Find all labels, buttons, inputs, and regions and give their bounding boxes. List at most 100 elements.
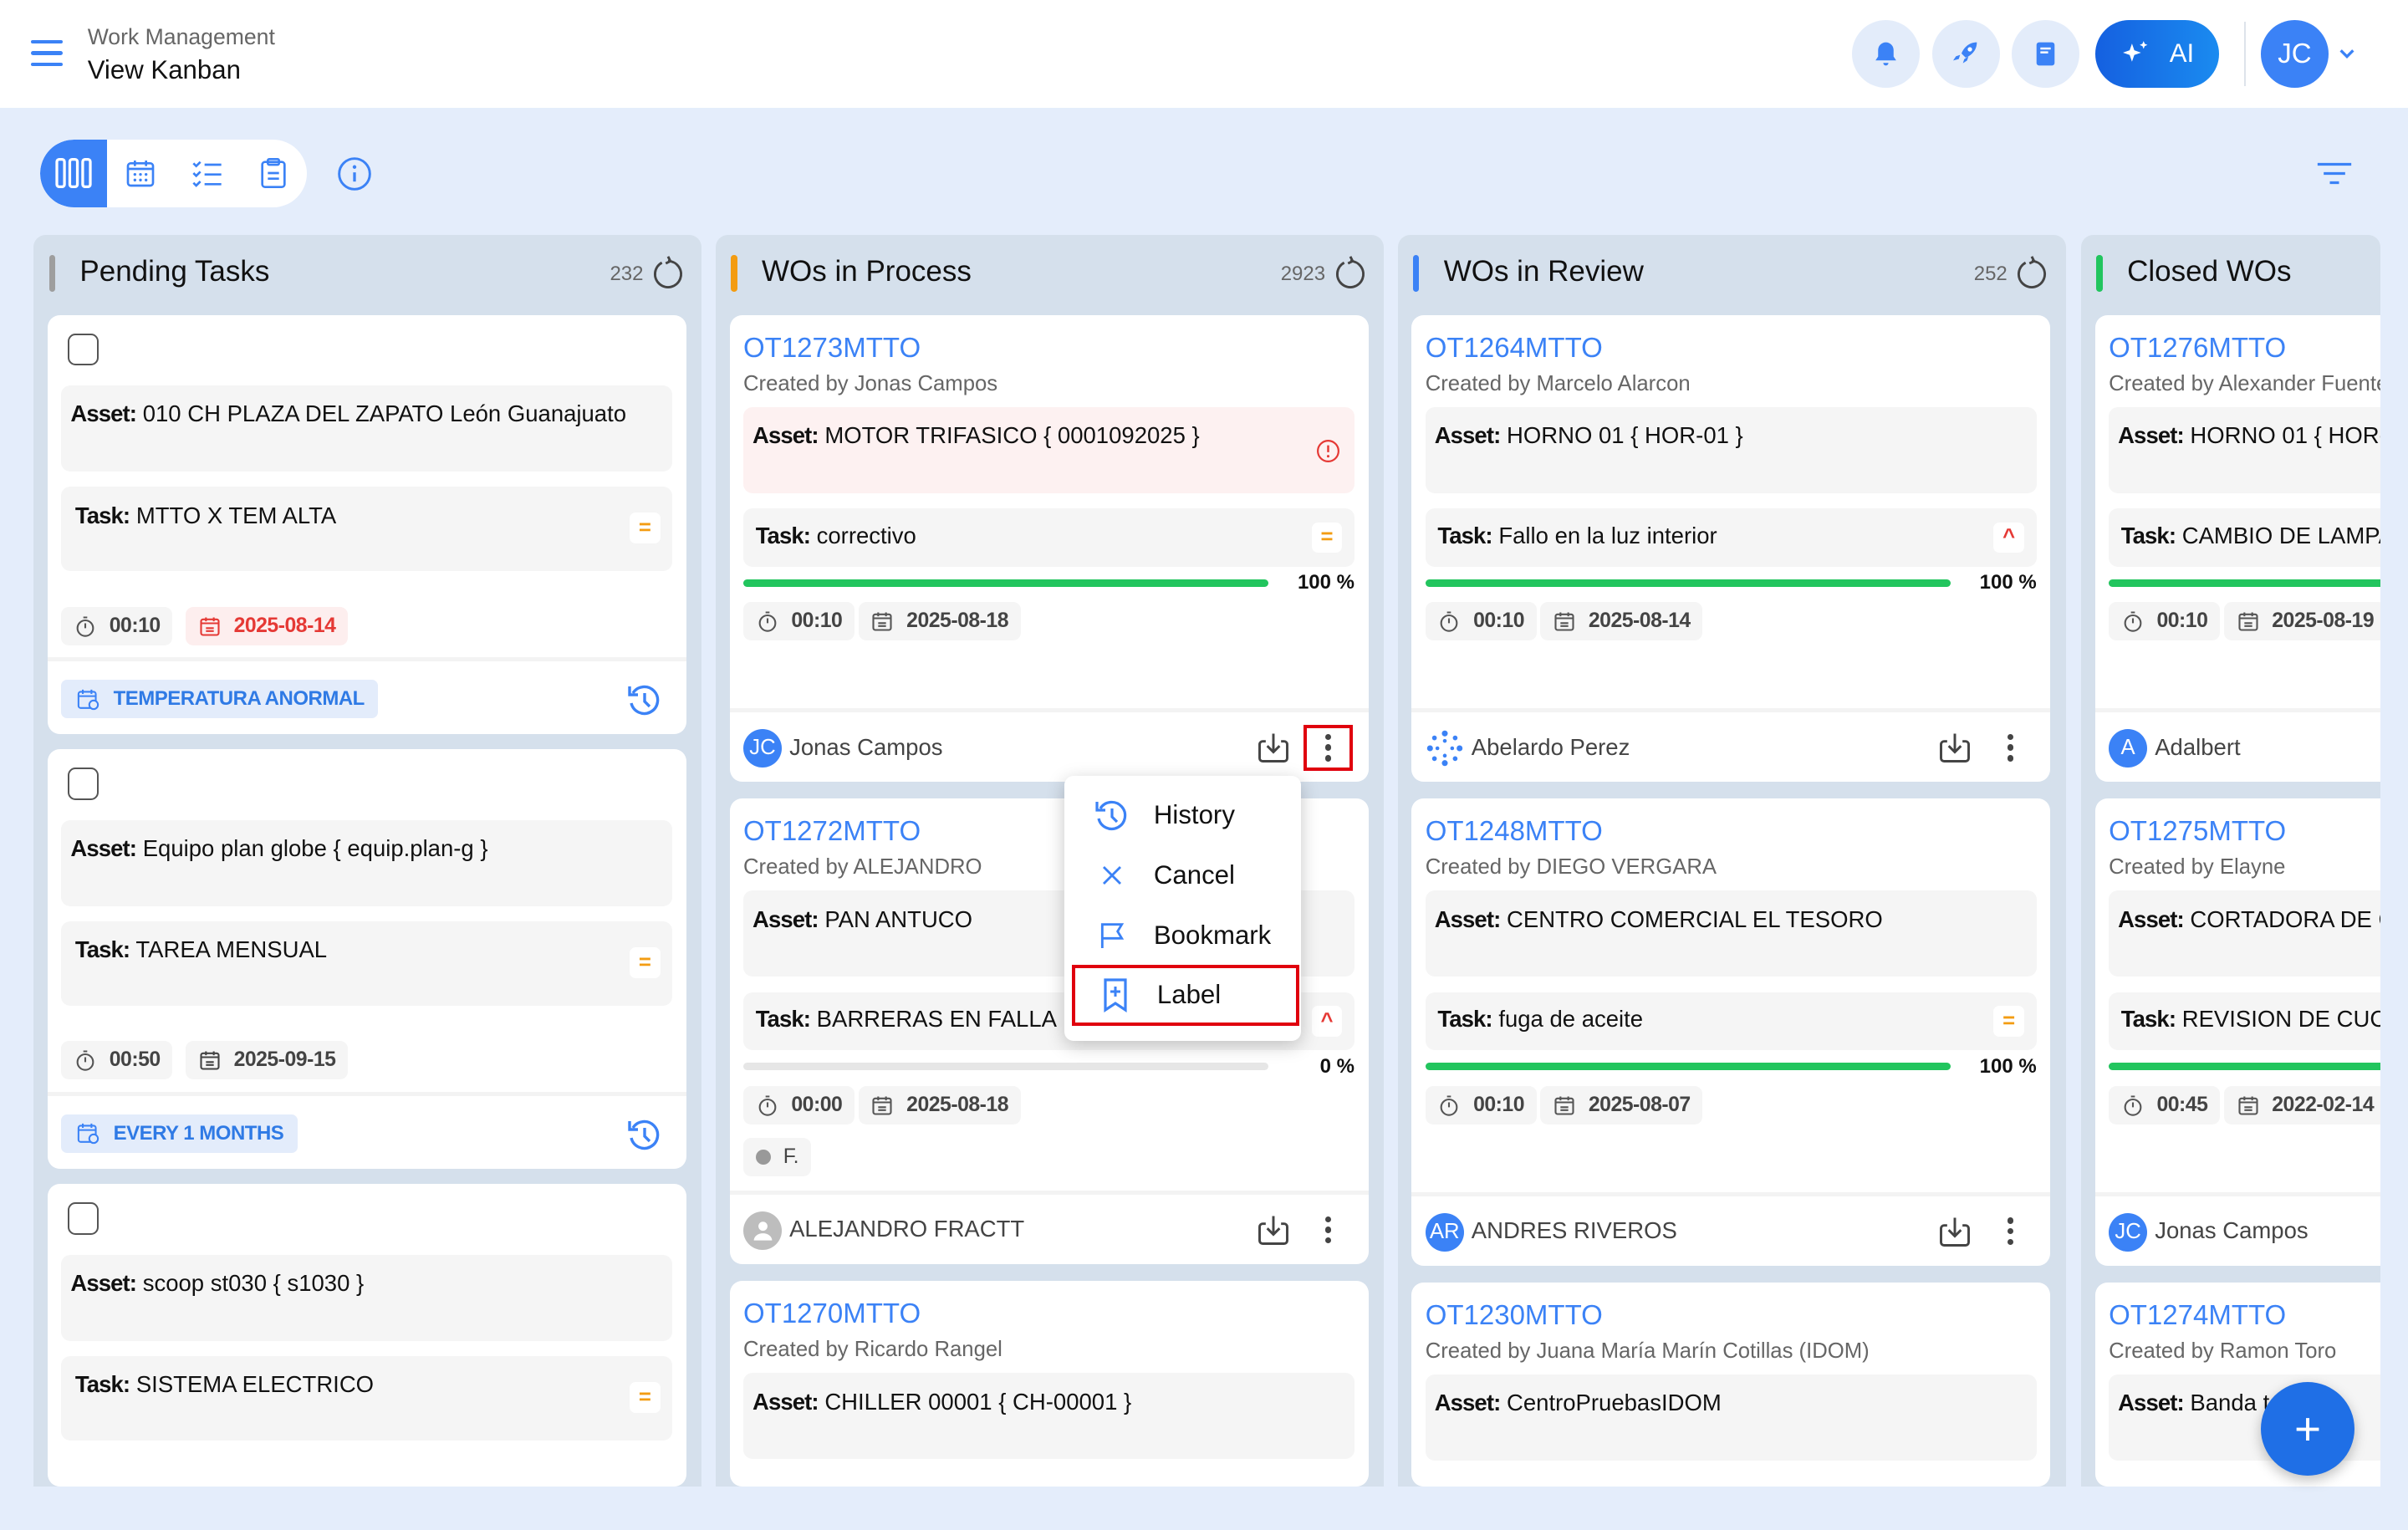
- work-order-card[interactable]: OT1275MTTO Created by Elayne Asset: CORT…: [2094, 798, 2381, 1266]
- work-order-card[interactable]: OT1270MTTO Created by Ricardo Rangel Ass…: [729, 1281, 1369, 1487]
- due-date-chip: 2025-08-19: [2223, 602, 2381, 640]
- more-options-icon[interactable]: [1986, 1208, 2035, 1254]
- calendar-view-button[interactable]: [107, 140, 174, 207]
- progress-bar: [1425, 579, 1951, 587]
- menu-icon[interactable]: [30, 39, 64, 68]
- work-order-card[interactable]: OT1273MTTO Created by Jonas Campos Asset…: [729, 314, 1369, 782]
- duration-chip: 00:00: [743, 1085, 855, 1125]
- asset-label: Asset:: [70, 835, 137, 862]
- history-icon[interactable]: [625, 1114, 665, 1155]
- work-order-id[interactable]: OT1230MTTO: [1425, 1298, 1603, 1330]
- select-checkbox[interactable]: [67, 768, 99, 800]
- task-box: Task: CAMBIO DE LAMPA: [2109, 508, 2381, 567]
- asset-box: Asset: MOTOR TRIFASICO { 0001092025 }: [743, 406, 1354, 493]
- label-chip[interactable]: EVERY 1 MONTHS: [61, 1114, 298, 1153]
- asset-box: Asset: CentroPruebasIDOM: [1425, 1374, 2037, 1461]
- download-icon[interactable]: [1936, 1213, 1973, 1250]
- task-label: Task:: [74, 502, 130, 528]
- close-icon: [1092, 859, 1132, 892]
- calendar-icon: [1554, 1096, 1574, 1115]
- user-avatar[interactable]: JC: [2261, 19, 2329, 88]
- work-order-id[interactable]: OT1275MTTO: [2109, 815, 2287, 847]
- work-order-id[interactable]: OT1273MTTO: [743, 331, 921, 363]
- refresh-icon[interactable]: [2013, 255, 2050, 292]
- card-footer: EVERY 1 MONTHS: [47, 1091, 686, 1169]
- refresh-icon[interactable]: [650, 255, 686, 292]
- asset-box: Asset: scoop st030 { s1030 }: [61, 1254, 673, 1341]
- select-checkbox[interactable]: [67, 1202, 99, 1235]
- asset-label: Asset:: [752, 905, 819, 932]
- due-date-chip: 2025-08-14: [186, 606, 349, 645]
- ai-label: AI: [2169, 38, 2195, 69]
- ai-button[interactable]: AI: [2094, 19, 2220, 88]
- asset-label: Asset:: [70, 400, 137, 427]
- status-chip: F.: [743, 1138, 811, 1177]
- add-button[interactable]: +: [2261, 1382, 2354, 1476]
- more-options-icon[interactable]: [1303, 724, 1354, 771]
- menu-item-label: Bookmark: [1153, 920, 1272, 950]
- filter-icon[interactable]: [2316, 160, 2353, 187]
- asset-value: Equipo plan globe { equip.plan-g }: [142, 835, 488, 862]
- calendar-icon: [872, 612, 893, 631]
- checklist-view-button[interactable]: [174, 140, 241, 207]
- work-order-card[interactable]: OT1230MTTO Created by Juana María Marín …: [1411, 1282, 2051, 1487]
- label-text: TEMPERATURA ANORMAL: [113, 687, 365, 711]
- view-toggle: [39, 140, 308, 207]
- timer-icon: [758, 611, 777, 632]
- work-order-card[interactable]: OT1276MTTO Created by Alexander Fuente A…: [2094, 314, 2381, 782]
- kanban-view-button[interactable]: [39, 140, 107, 207]
- select-checkbox[interactable]: [67, 333, 99, 366]
- menu-item-bookmark[interactable]: Bookmark: [1072, 905, 1299, 966]
- priority-medium-icon: =: [630, 1382, 661, 1413]
- task-label: Task:: [2120, 522, 2176, 548]
- info-icon[interactable]: [336, 156, 373, 192]
- task-card[interactable]: Asset: scoop st030 { s1030 } Task: SISTE…: [47, 1184, 686, 1487]
- menu-item-label[interactable]: Label: [1072, 964, 1300, 1027]
- work-order-id[interactable]: OT1270MTTO: [743, 1298, 921, 1329]
- assignee-name: ALEJANDRO FRACTT: [789, 1216, 1025, 1242]
- duration: 00:10: [2156, 609, 2208, 632]
- download-icon[interactable]: [1255, 729, 1292, 766]
- priority-medium-icon: =: [630, 513, 661, 544]
- calendar-icon: [126, 161, 154, 187]
- notifications-button[interactable]: [1852, 19, 1920, 88]
- label-add-icon: [1095, 975, 1135, 1015]
- more-options-icon[interactable]: [1986, 725, 2035, 771]
- task-label: Task:: [74, 936, 130, 963]
- due-date: 2025-08-18: [906, 1093, 1009, 1116]
- column-title: WOs in Process: [762, 255, 972, 288]
- created-by: Created by ALEJANDRO: [743, 855, 982, 880]
- column-count: 2923: [1280, 263, 1326, 285]
- label-chip[interactable]: TEMPERATURA ANORMAL: [61, 680, 379, 719]
- history-icon[interactable]: [625, 680, 665, 720]
- work-order-id[interactable]: OT1272MTTO: [743, 815, 921, 847]
- rocket-button[interactable]: [1932, 19, 2000, 88]
- work-order-card[interactable]: OT1248MTTO Created by DIEGO VERGARA Asse…: [1411, 798, 2051, 1266]
- chevron-down-icon[interactable]: [2338, 44, 2356, 63]
- asset-value: HORNO 01 { HOR-01 }: [1507, 422, 1743, 449]
- work-order-id[interactable]: OT1248MTTO: [1425, 815, 1603, 847]
- clipboard-view-button[interactable]: [240, 140, 307, 207]
- work-order-id[interactable]: OT1264MTTO: [1425, 331, 1603, 363]
- more-options-icon[interactable]: [1303, 1206, 1353, 1252]
- card-footer: Abelardo Perez: [1411, 707, 2051, 782]
- download-icon[interactable]: [1936, 729, 1973, 766]
- menu-item-history[interactable]: History: [1072, 785, 1299, 847]
- refresh-icon[interactable]: [1332, 255, 1369, 292]
- docs-button[interactable]: [2012, 19, 2079, 88]
- work-order-id[interactable]: OT1274MTTO: [2109, 1298, 2287, 1330]
- column-header: Pending Tasks 232: [33, 235, 701, 312]
- asset-box: Asset: HORNO 01 { HOR-(: [2109, 406, 2381, 493]
- download-icon[interactable]: [1255, 1211, 1292, 1248]
- company-logo-icon: [1426, 729, 1464, 768]
- work-order-id[interactable]: OT1276MTTO: [2109, 331, 2287, 363]
- timer-icon: [2124, 1095, 2142, 1116]
- task-card[interactable]: Asset: Equipo plan globe { equip.plan-g …: [47, 749, 686, 1169]
- duration: 00:10: [109, 614, 161, 637]
- task-box: Task: Fallo en la luz interior ^: [1425, 508, 2037, 567]
- task-card[interactable]: Asset: 010 CH PLAZA DEL ZAPATO León Guan…: [47, 314, 686, 734]
- menu-item-cancel[interactable]: Cancel: [1072, 844, 1299, 906]
- column-wos-in-review: WOs in Review 252 OT1264MTTO Created by …: [1397, 235, 2066, 1487]
- asset-box: Asset: Equipo plan globe { equip.plan-g …: [61, 819, 673, 906]
- work-order-card[interactable]: OT1264MTTO Created by Marcelo Alarcon As…: [1411, 314, 2051, 782]
